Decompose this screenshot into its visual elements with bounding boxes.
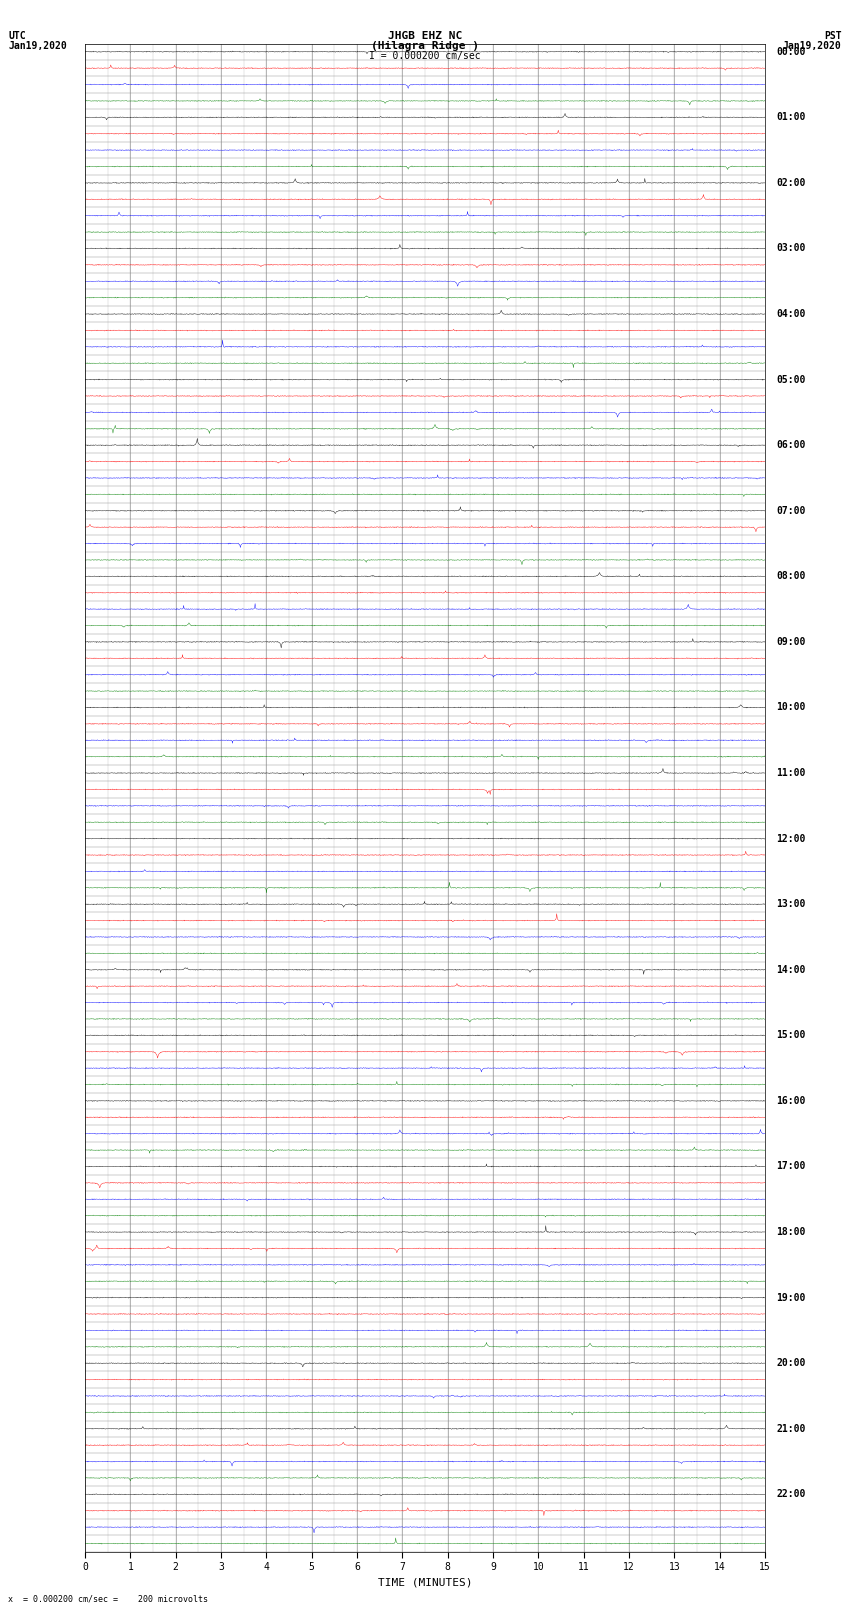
Text: x  = 0.000200 cm/sec =    200 microvolts: x = 0.000200 cm/sec = 200 microvolts	[8, 1594, 208, 1603]
Text: 11:00: 11:00	[776, 768, 806, 777]
Text: 03:00: 03:00	[776, 244, 806, 253]
Text: Jan19,2020: Jan19,2020	[8, 40, 67, 52]
Text: 14:00: 14:00	[776, 965, 806, 974]
Text: 01:00: 01:00	[776, 113, 806, 123]
Text: 08:00: 08:00	[776, 571, 806, 581]
Text: 09:00: 09:00	[776, 637, 806, 647]
Text: 15:00: 15:00	[776, 1031, 806, 1040]
Text: 18:00: 18:00	[776, 1227, 806, 1237]
Text: 12:00: 12:00	[776, 834, 806, 844]
Text: JHGB EHZ NC: JHGB EHZ NC	[388, 31, 462, 42]
Text: 19:00: 19:00	[776, 1292, 806, 1303]
Text: 20:00: 20:00	[776, 1358, 806, 1368]
Text: 13:00: 13:00	[776, 898, 806, 910]
Text: 21:00: 21:00	[776, 1424, 806, 1434]
Text: I = 0.000200 cm/sec: I = 0.000200 cm/sec	[369, 50, 481, 61]
Text: 06:00: 06:00	[776, 440, 806, 450]
Text: 07:00: 07:00	[776, 506, 806, 516]
X-axis label: TIME (MINUTES): TIME (MINUTES)	[377, 1578, 473, 1587]
Text: 02:00: 02:00	[776, 177, 806, 187]
Text: PST: PST	[824, 31, 842, 42]
Text: UTC: UTC	[8, 31, 26, 42]
Text: 16:00: 16:00	[776, 1095, 806, 1107]
Text: 17:00: 17:00	[776, 1161, 806, 1171]
Text: Jan19,2020: Jan19,2020	[783, 40, 842, 52]
Text: 00:00: 00:00	[776, 47, 806, 56]
Text: 22:00: 22:00	[776, 1489, 806, 1500]
Text: 10:00: 10:00	[776, 703, 806, 713]
Text: 04:00: 04:00	[776, 310, 806, 319]
Text: 05:00: 05:00	[776, 374, 806, 384]
Text: (Hilagra Ridge ): (Hilagra Ridge )	[371, 40, 479, 52]
